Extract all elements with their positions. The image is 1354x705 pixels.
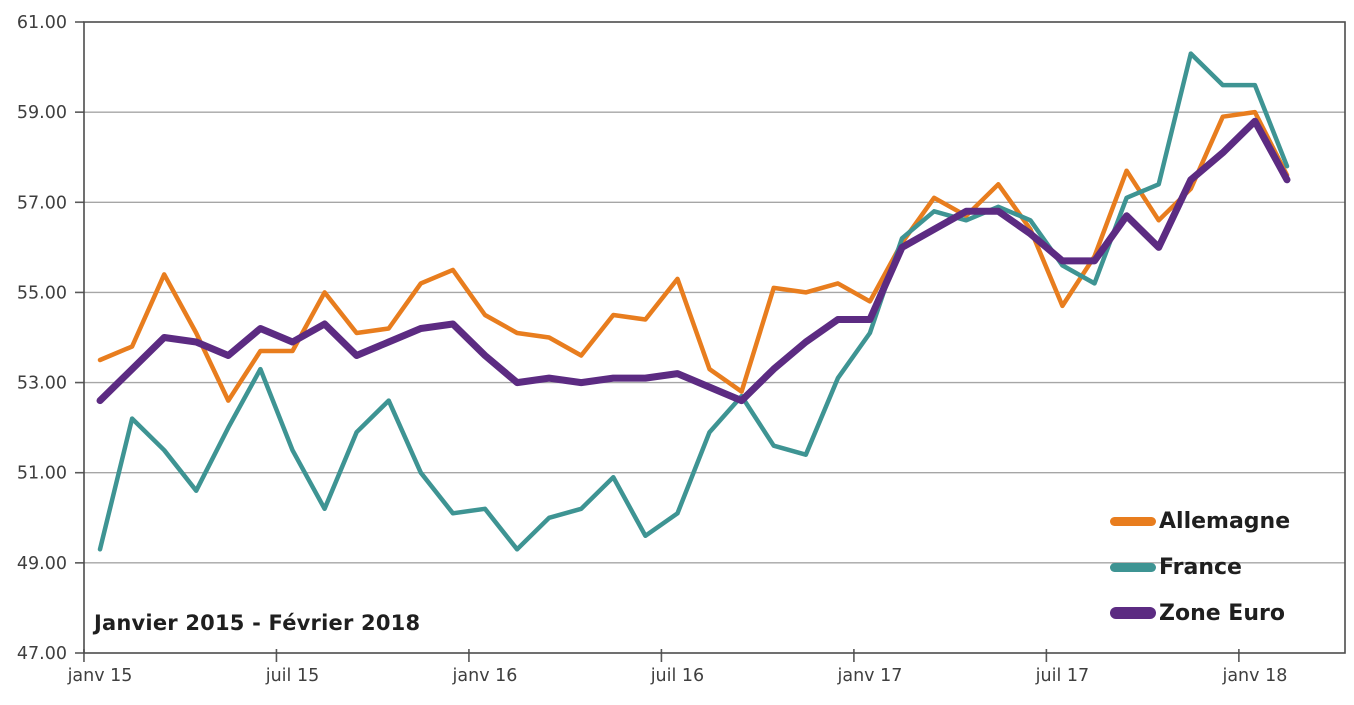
plot-border [83,21,1346,654]
x-axis-label: juil 17 [1035,666,1090,686]
x-axis-label: janv 15 [67,666,133,686]
x-axis-label: juil 15 [265,666,320,686]
series-line-zone-euro [96,117,1291,405]
y-axis-label: 59.00 [17,103,67,123]
legend-swatch-zone-euro [1110,607,1156,619]
x-axis-label: janv 17 [837,666,903,686]
y-axis-label: 49.00 [17,554,67,574]
x-axis-label: janv 18 [1221,666,1287,686]
x-axis-label: juil 16 [650,666,705,686]
y-axis-label: 61.00 [17,13,67,33]
legend-label-allemagne: Allemagne [1159,508,1291,534]
legend-item-allemagne: Allemagne [1110,506,1350,536]
y-axis-label: 53.00 [17,374,67,394]
legend-item-zone-euro: Zone Euro [1110,598,1350,628]
x-axis-labels: janv 15 juil 15 janv 16 juil 16 janv 17 juil … [67,666,1288,686]
y-axis-label: 57.00 [17,193,67,213]
x-axis-label: janv 16 [452,666,518,686]
plot-border-rect [83,21,1346,654]
y-axis-label: 47.00 [17,644,67,664]
y-axis-labels: 61.00 59.00 57.00 55.00 53.00 51.00 49.00 47.00 [17,13,67,664]
y-axis-label: 55.00 [17,283,67,303]
y-axis-label: 51.00 [17,464,67,484]
series-line-france [97,51,1290,552]
legend-swatch-allemagne [1110,516,1156,526]
legend-label-france: France [1159,554,1242,580]
legend-item-france: France [1110,552,1350,582]
date-range-annotation: Janvier 2015 - Février 2018 [94,611,421,635]
series-lines-group [96,51,1291,552]
axis-ticks-group [75,21,1240,662]
legend-swatch-france [1110,562,1156,572]
gridlines-group [84,111,1345,564]
series-line-allemagne [97,109,1290,403]
legend: Allemagne France Zone Euro [1110,506,1350,644]
legend-label-zone-euro: Zone Euro [1159,600,1285,626]
